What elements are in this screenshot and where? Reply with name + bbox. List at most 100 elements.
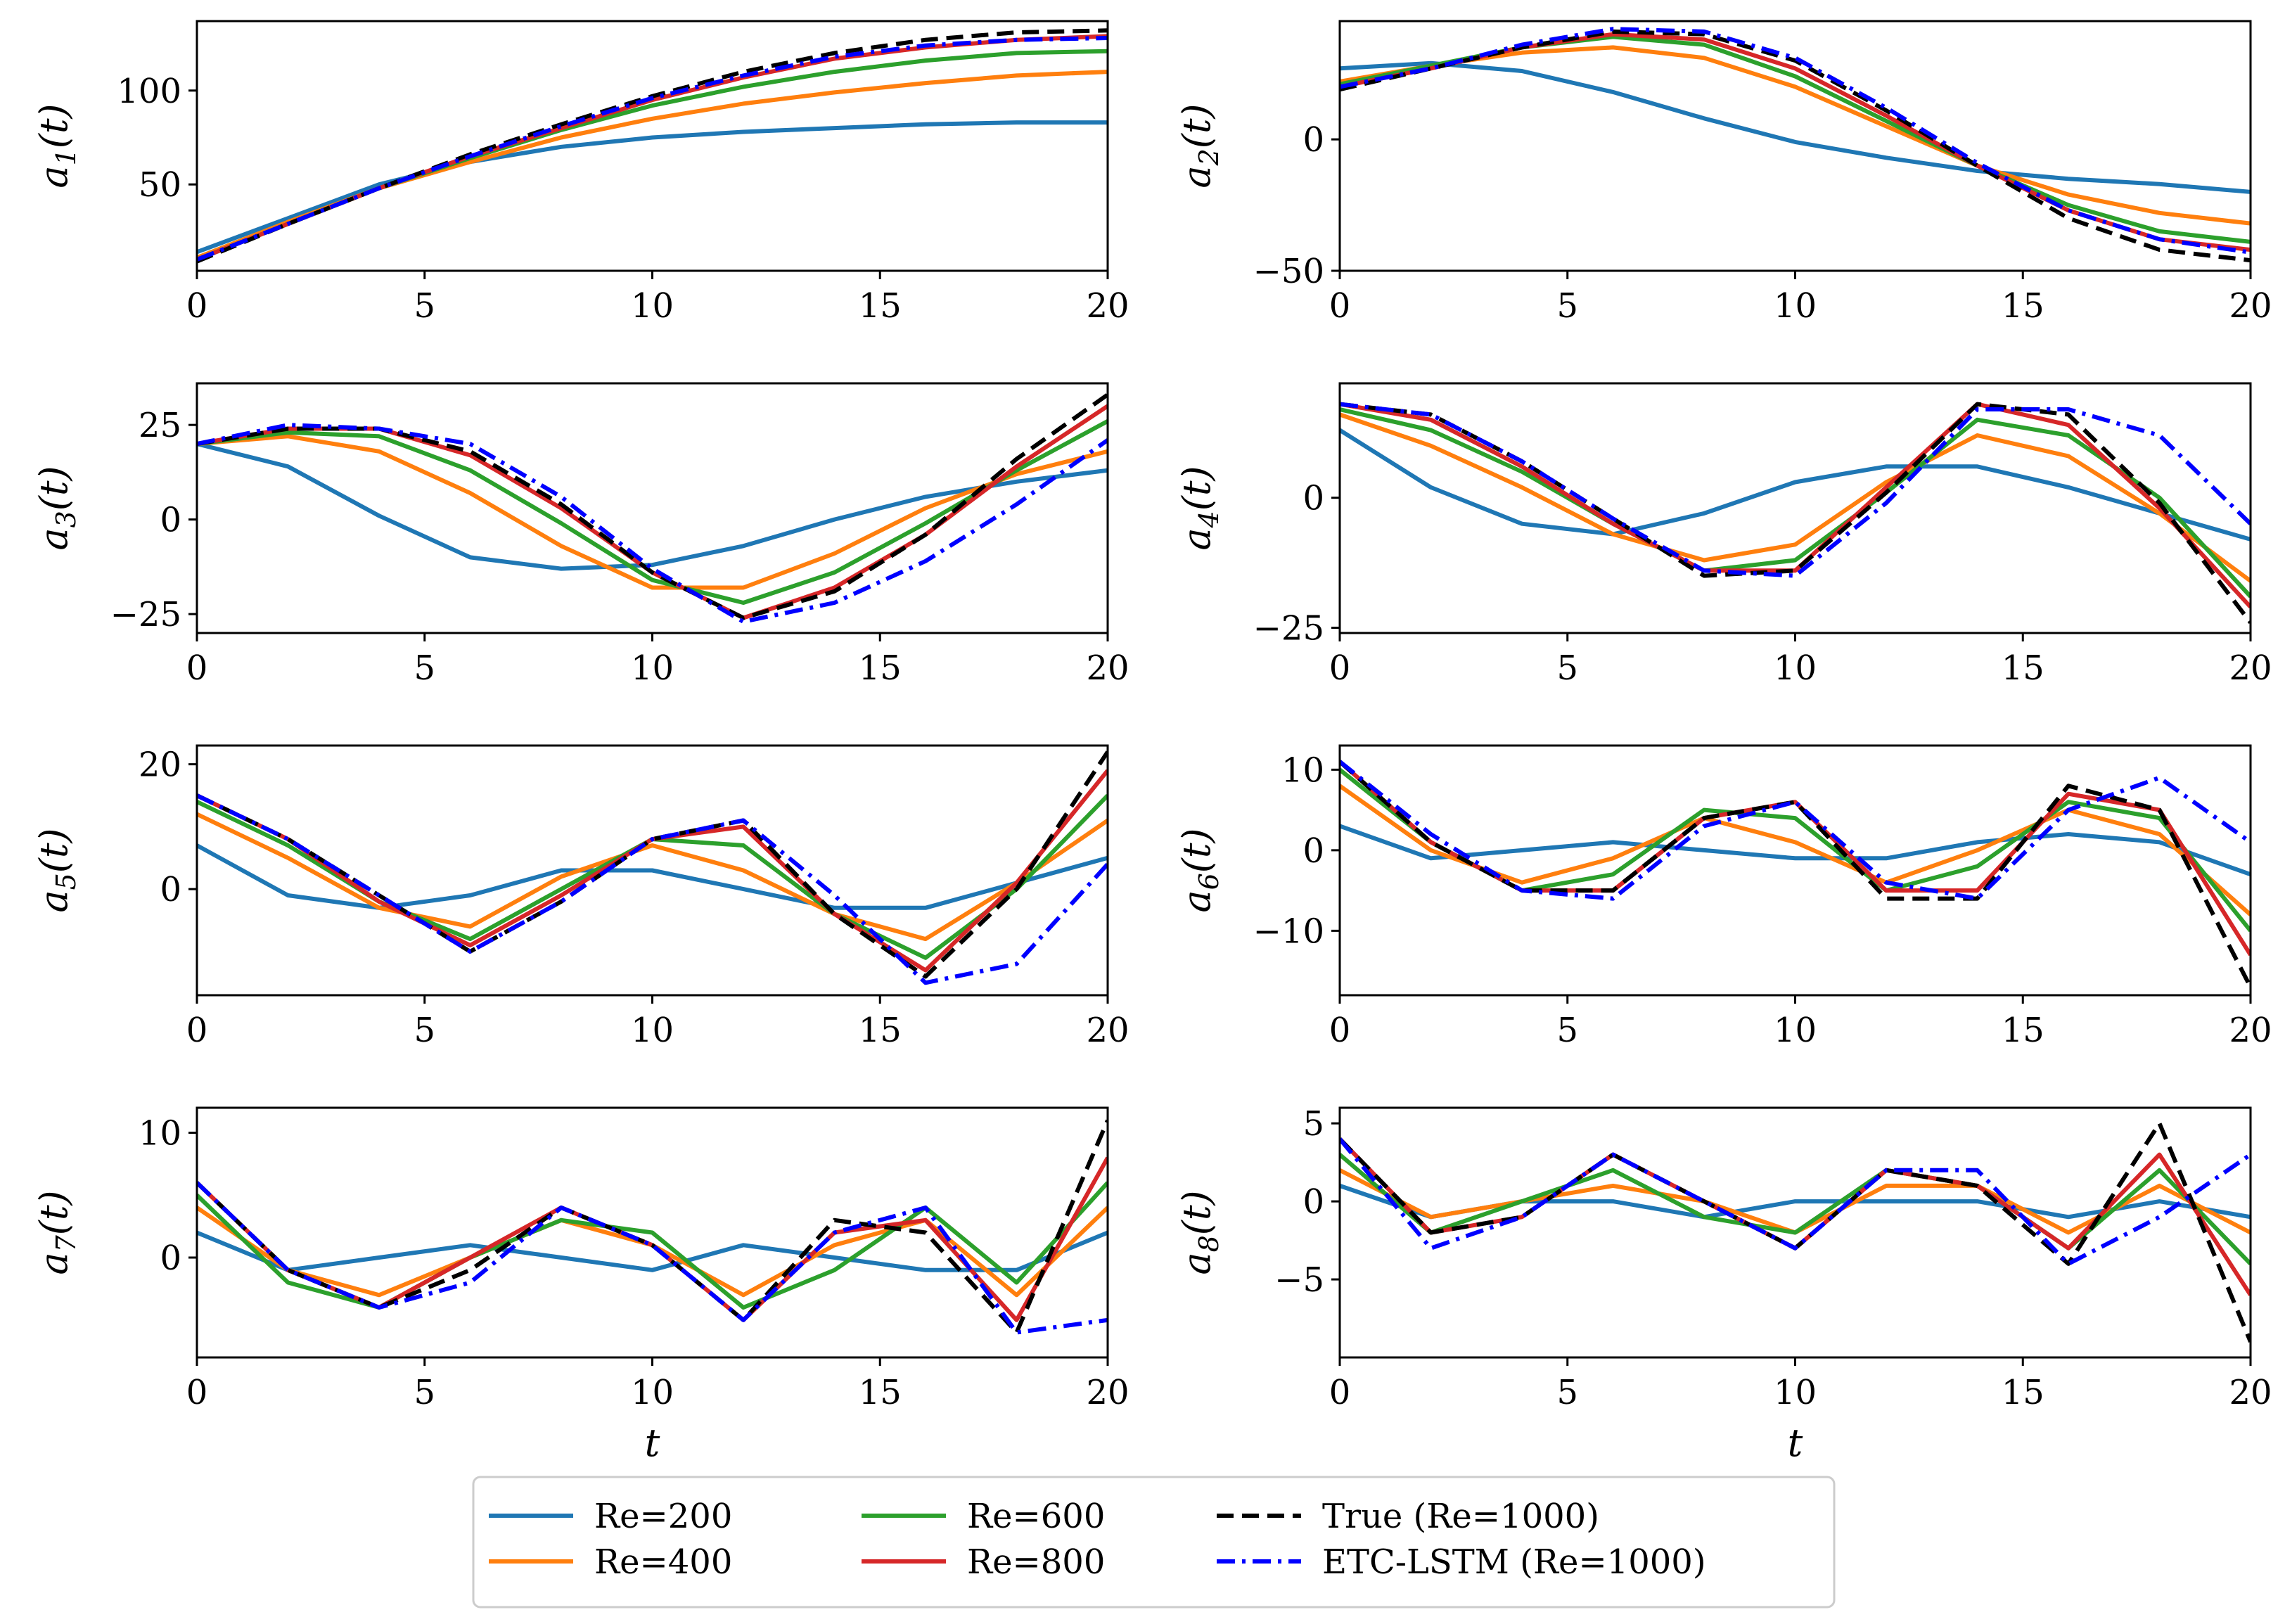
series-line <box>1340 60 2251 194</box>
y-tick-label: −50 <box>1253 252 1324 291</box>
series-line <box>1340 407 2251 599</box>
x-tick-label: 5 <box>414 1011 435 1050</box>
series-line <box>1340 45 2251 226</box>
legend-item: Re=200 <box>489 1497 732 1536</box>
subplot-8: 0 5 10 15 20 −5 0 5 a8(t) t <box>1174 1104 2272 1465</box>
x-tick-label: 15 <box>859 1011 902 1050</box>
series-line <box>1340 824 2251 877</box>
curves <box>1340 760 2251 988</box>
curves <box>197 28 1108 264</box>
y-tick-label: 50 <box>139 165 181 205</box>
series-line <box>1340 428 2251 542</box>
y-tick-label: −10 <box>1253 912 1324 951</box>
y-axis-label: a3(t) <box>32 466 82 550</box>
curves <box>1340 27 2251 263</box>
x-tick-label: 15 <box>2002 1373 2044 1412</box>
legend-label: ETC-LSTM (Re=1000) <box>1322 1542 1706 1582</box>
series-line <box>1340 27 2251 255</box>
x-tick-label: 5 <box>414 648 435 688</box>
subplot-1: 0 5 10 15 20 50 100 a1(t) <box>32 20 1129 326</box>
series-line <box>1340 760 2251 988</box>
x-tick-label: 5 <box>1556 1373 1578 1412</box>
series-line <box>1340 402 2251 609</box>
x-tick-label: 20 <box>2229 648 2272 688</box>
series-line <box>197 793 1108 985</box>
series-line <box>197 1181 1108 1310</box>
x-tick-label: 20 <box>1086 648 1129 688</box>
x-tick-label: 10 <box>1774 1373 1817 1412</box>
legend-item: ETC-LSTM (Re=1000) <box>1217 1542 1706 1582</box>
y-axis-label: a5(t) <box>32 828 82 912</box>
x-tick-label: 10 <box>631 1011 674 1050</box>
legend-item: Re=600 <box>862 1497 1105 1536</box>
y-axis-label: a2(t) <box>1174 103 1224 188</box>
y-axis-label: a8(t) <box>1174 1190 1224 1274</box>
series-line <box>197 434 1108 590</box>
x-tick-label: 0 <box>1329 1011 1351 1050</box>
x-tick-label: 5 <box>1556 648 1578 688</box>
x-axis-label: t <box>645 1421 660 1465</box>
x-tick-label: 5 <box>1556 286 1578 326</box>
y-tick-label: −25 <box>110 595 181 634</box>
y-tick-label: 0 <box>1302 479 1324 518</box>
x-tick-label: 0 <box>1329 286 1351 326</box>
series-line <box>197 843 1108 910</box>
curves <box>1340 402 2251 625</box>
y-axis-label: a4(t) <box>1174 466 1224 550</box>
y-tick-label: 20 <box>139 746 181 785</box>
x-tick-label: 15 <box>2002 286 2044 326</box>
x-tick-label: 5 <box>414 1373 435 1412</box>
y-tick-label: −25 <box>1253 609 1324 648</box>
curves <box>197 392 1108 624</box>
legend: Re=200 Re=400 Re=600 Re=800 True (Re=1000) ET… <box>472 1476 1836 1609</box>
y-tick-label: 0 <box>1302 831 1324 871</box>
x-tick-label: 10 <box>631 648 674 688</box>
x-tick-label: 15 <box>2002 648 2044 688</box>
subplot-7: 0 5 10 15 20 0 10 a7(t) t <box>32 1106 1129 1465</box>
x-tick-label: 15 <box>859 1373 902 1412</box>
curves <box>197 750 1108 985</box>
x-tick-label: 0 <box>1329 1373 1351 1412</box>
series-line <box>1340 760 2251 901</box>
series-line <box>197 36 1108 262</box>
y-tick-label: 0 <box>1302 1182 1324 1222</box>
y-tick-label: 100 <box>117 72 181 111</box>
x-tick-label: 10 <box>1774 648 1817 688</box>
legend-box <box>472 1476 1836 1609</box>
x-tick-label: 0 <box>186 286 208 326</box>
y-tick-label: −5 <box>1274 1260 1324 1300</box>
x-tick-label: 10 <box>631 286 674 326</box>
y-tick-label: 0 <box>160 501 181 540</box>
series-line <box>1340 1137 2251 1266</box>
x-tick-label: 15 <box>859 286 902 326</box>
legend-item: True (Re=1000) <box>1217 1497 1599 1536</box>
x-tick-label: 0 <box>186 1373 208 1412</box>
x-tick-label: 20 <box>2229 1011 2272 1050</box>
legend-item: Re=800 <box>862 1542 1105 1582</box>
x-tick-label: 0 <box>186 648 208 688</box>
series-line <box>197 423 1108 624</box>
y-tick-label: 0 <box>160 1239 181 1278</box>
x-tick-label: 20 <box>2229 1373 2272 1412</box>
x-tick-label: 5 <box>414 286 435 326</box>
subplot-6: 0 5 10 15 20 −10 0 10 a6(t) <box>1174 744 2272 1050</box>
x-tick-label: 20 <box>2229 286 2272 326</box>
series-line <box>1340 402 2251 578</box>
legend-label: Re=400 <box>594 1542 732 1582</box>
x-tick-label: 10 <box>631 1373 674 1412</box>
x-axis-label: t <box>1788 1421 1803 1465</box>
legend-label: Re=200 <box>594 1497 732 1536</box>
y-tick-label: 5 <box>1302 1104 1324 1144</box>
series-line <box>197 1230 1108 1272</box>
curves <box>1340 1121 2251 1343</box>
x-tick-label: 20 <box>1086 286 1129 326</box>
y-tick-label: 25 <box>139 406 181 445</box>
y-axis-label: a6(t) <box>1174 828 1224 912</box>
y-axis-label: a1(t) <box>32 103 82 188</box>
